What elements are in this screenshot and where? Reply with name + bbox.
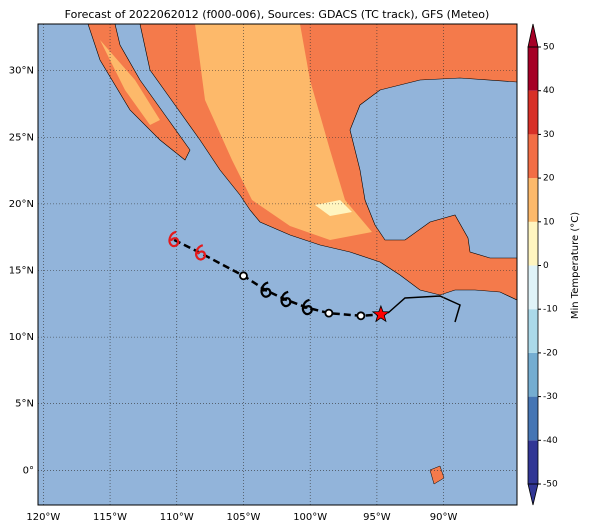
- colorbar-tick-label: -20: [543, 348, 558, 358]
- colorbar-tick-label: 20: [543, 174, 555, 184]
- x-tick-label: 95°W: [363, 512, 391, 523]
- colorbar-band: [528, 90, 538, 135]
- colorbar-tick-label: -10: [543, 305, 558, 315]
- x-tick-label: 100°W: [293, 512, 327, 523]
- colorbar-extend: [527, 483, 539, 506]
- track-point: [356, 311, 366, 321]
- x-tick-label: 90°W: [430, 512, 458, 523]
- colorbar-band: [528, 221, 538, 266]
- colorbar-tick-label: 40: [543, 86, 555, 96]
- star-marker: [371, 304, 391, 323]
- colorbar-band: [528, 47, 538, 91]
- x-tick-label: 110°W: [160, 512, 194, 523]
- colorbar-label: Min Temperature (°C): [570, 212, 581, 319]
- x-tick-label: 105°W: [226, 512, 260, 523]
- chart-title: Forecast of 2022062012 (f000-006), Sourc…: [65, 8, 490, 21]
- track-point: [324, 308, 334, 318]
- y-tick-label: 30°N: [9, 66, 34, 77]
- y-tick-label: 20°N: [9, 199, 34, 210]
- colorbar-tick-label: -50: [543, 480, 558, 490]
- colorbar-extend: [527, 23, 539, 48]
- plateau: [195, 24, 372, 240]
- x-tick-label: 115°W: [93, 512, 127, 523]
- colorbar-tick-label: -40: [543, 436, 558, 446]
- storm-marker: [195, 244, 206, 261]
- colorbar-band: [528, 352, 538, 397]
- y-tick-label: 25°N: [9, 132, 34, 143]
- storm-marker: [260, 281, 272, 298]
- colorbar-band: [528, 178, 538, 222]
- colorbar-band: [528, 309, 538, 353]
- map-area: [38, 24, 517, 505]
- y-tick-label: 15°N: [9, 265, 34, 276]
- y-tick-label: 10°N: [9, 332, 34, 343]
- storm-marker: [168, 230, 180, 248]
- y-tick-label: 0°: [23, 465, 34, 476]
- highland: [315, 200, 352, 216]
- colorbar-tick-label: -30: [543, 392, 558, 402]
- track-line: [173, 238, 381, 318]
- colorbar-band: [528, 134, 538, 179]
- storm-marker: [280, 290, 292, 308]
- plateau: [100, 40, 160, 125]
- colorbar-band: [528, 396, 538, 441]
- colorbar-tick-label: 0: [543, 261, 549, 271]
- colorbar-tick-label: 50: [543, 43, 555, 53]
- colorbar-band: [528, 440, 538, 484]
- storm-marker: [301, 298, 313, 316]
- colorbar-tick-label: 10: [543, 217, 555, 227]
- colorbar-tick-label: 30: [543, 130, 555, 140]
- y-tick-label: 5°N: [15, 399, 34, 410]
- track-point: [239, 271, 248, 281]
- map-frame: [37, 23, 518, 506]
- colorbar-band: [528, 265, 538, 310]
- x-tick-label: 120°W: [26, 512, 60, 523]
- track-path: [387, 295, 461, 323]
